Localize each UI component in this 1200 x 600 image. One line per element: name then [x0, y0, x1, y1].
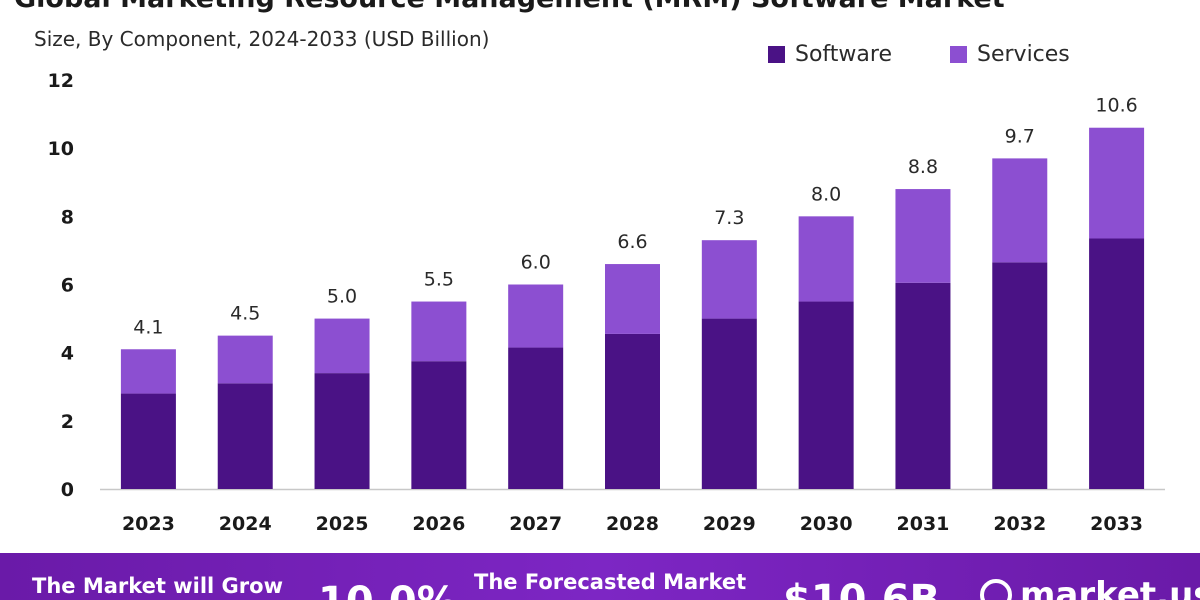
legend-swatch-services	[950, 46, 967, 63]
y-tick-label: 10	[48, 138, 74, 160]
y-tick-label: 4	[61, 343, 74, 365]
legend-label-software: Software	[795, 42, 892, 67]
bar-total-label: 9.7	[1005, 125, 1035, 147]
y-tick-label: 0	[61, 479, 74, 501]
brand-name: market.us	[1020, 575, 1200, 600]
market-us-logo-icon	[980, 579, 1012, 600]
bar-segment-services	[217, 335, 273, 384]
y-tick-label: 12	[48, 70, 74, 92]
x-tick-label: 2031	[897, 513, 950, 535]
bar-total-label: 8.0	[811, 183, 841, 205]
stacked-bar-chart: 0 2 4 6 8 10 12 4.1 2023 4.5 2024 5.0 2025 5.5 2026 6.0…	[48, 70, 1165, 535]
x-tick-label: 2030	[800, 513, 853, 535]
bar-total-label: 4.5	[230, 303, 260, 325]
market-grow-text: The Market will Grow	[32, 574, 283, 598]
bar-segment-software	[895, 282, 951, 489]
bar-total-label: 7.3	[714, 207, 744, 229]
x-tick-label: 2033	[1090, 513, 1143, 535]
bar-segment-software	[992, 262, 1048, 489]
chart-title: Global Marketing Resource Management (MR…	[14, 0, 1005, 14]
bar-total-label: 6.6	[617, 231, 647, 253]
bar-segment-software	[1089, 238, 1145, 489]
bar-segment-software	[314, 373, 370, 489]
bar-segment-services	[314, 318, 370, 374]
summary-banner: The Market will Grow 10.0% The Forecaste…	[0, 553, 1200, 600]
bar-segment-services	[1089, 127, 1145, 239]
y-tick-label: 6	[61, 275, 74, 297]
bar-total-label: 8.8	[908, 156, 938, 178]
x-tick-label: 2024	[219, 513, 272, 535]
x-tick-label: 2023	[122, 513, 175, 535]
bar-total-label: 5.5	[424, 269, 454, 291]
bar-segment-services	[798, 216, 854, 302]
bar-segment-services	[895, 189, 951, 283]
y-tick-label: 8	[61, 206, 74, 228]
bar-segment-services	[605, 264, 660, 334]
bar-segment-software	[798, 301, 854, 489]
forecast-text: The Forecasted Market	[474, 570, 747, 594]
bar-segment-services	[120, 349, 176, 394]
chart-subtitle: Size, By Component, 2024-2033 (USD Billi…	[34, 27, 490, 51]
x-tick-label: 2025	[316, 513, 369, 535]
bar-segment-services	[992, 158, 1048, 263]
x-tick-label: 2027	[509, 513, 562, 535]
bar-total-label: 6.0	[521, 252, 551, 274]
y-tick-label: 2	[61, 411, 74, 433]
forecast-size-value: $10.6B	[783, 577, 941, 600]
x-tick-label: 2028	[606, 513, 659, 535]
legend-swatch-software	[768, 46, 785, 63]
legend-item-software: Software	[768, 42, 892, 67]
bar-segment-services	[411, 301, 467, 362]
brand-logo: market.us	[980, 575, 1200, 600]
bar-segment-software	[701, 318, 757, 489]
legend-label-services: Services	[977, 42, 1070, 67]
bar-segment-software	[411, 361, 467, 489]
bar-segment-software	[508, 347, 564, 489]
bar-total-label: 10.6	[1095, 95, 1137, 117]
bar-total-label: 5.0	[327, 286, 357, 308]
bar-segment-software	[217, 383, 273, 489]
cagr-value: 10.0%	[318, 579, 457, 600]
bar-total-label: 4.1	[133, 316, 163, 338]
bar-segment-software	[120, 393, 176, 489]
bar-segment-services	[508, 284, 564, 348]
bar-segment-software	[605, 333, 660, 489]
x-tick-label: 2029	[703, 513, 756, 535]
legend-item-services: Services	[950, 42, 1070, 67]
x-tick-label: 2026	[412, 513, 465, 535]
bar-segment-services	[701, 240, 757, 319]
x-tick-label: 2032	[993, 513, 1046, 535]
